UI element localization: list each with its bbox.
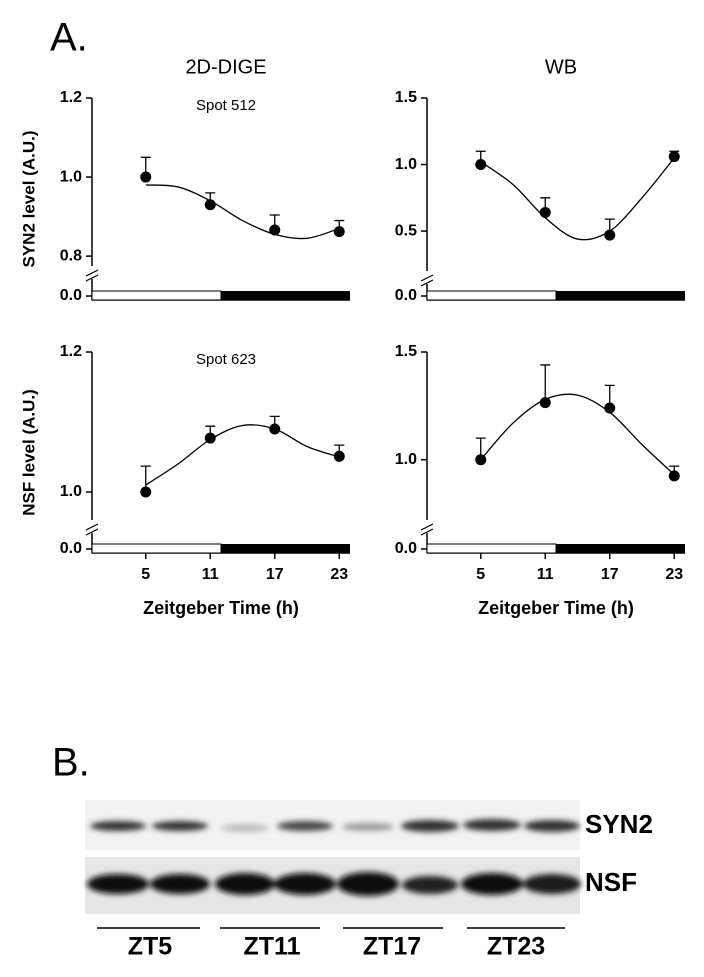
fit-curve bbox=[145, 184, 340, 240]
data-point bbox=[333, 226, 345, 238]
x-tick-label: 5 bbox=[141, 566, 150, 583]
band bbox=[337, 872, 399, 896]
y-tick-label: 0.0 bbox=[395, 287, 417, 304]
data-point bbox=[269, 224, 281, 236]
lane-label: ZT11 bbox=[244, 933, 301, 961]
axis-break bbox=[420, 523, 434, 531]
fit-curve bbox=[480, 157, 675, 241]
axis-break bbox=[420, 279, 434, 287]
blot-row-label: NSF bbox=[585, 867, 637, 897]
band bbox=[461, 873, 523, 895]
y-tick-label: 1.0 bbox=[395, 156, 417, 173]
data-point bbox=[539, 397, 551, 409]
annotation: Spot 623 bbox=[196, 351, 256, 368]
y-tick-label: 0.0 bbox=[395, 540, 417, 557]
band bbox=[524, 820, 580, 832]
light-period bbox=[91, 290, 222, 301]
light-period bbox=[91, 543, 222, 554]
band bbox=[274, 873, 336, 895]
y-tick-label: 0.8 bbox=[60, 247, 82, 264]
y-tick-label: 1.2 bbox=[60, 89, 82, 106]
y-axis-label: NSF level (A.U.) bbox=[19, 389, 38, 516]
light-period bbox=[426, 290, 557, 301]
band bbox=[342, 823, 394, 831]
data-point bbox=[333, 450, 345, 462]
x-tick-label: 11 bbox=[202, 566, 219, 583]
chart-title: WB bbox=[545, 56, 577, 78]
chart-title: 2D-DIGE bbox=[185, 56, 266, 78]
y-axis-label: SYN2 level (A.U.) bbox=[19, 131, 38, 268]
data-point bbox=[475, 159, 487, 171]
data-point bbox=[140, 486, 152, 498]
band bbox=[87, 874, 149, 894]
data-point bbox=[475, 454, 487, 466]
fit-curve bbox=[145, 424, 340, 486]
data-point bbox=[668, 470, 680, 482]
band bbox=[402, 876, 458, 894]
axis-break bbox=[85, 528, 99, 536]
band bbox=[215, 873, 275, 895]
y-tick-label: 1.2 bbox=[60, 343, 82, 360]
band bbox=[523, 874, 581, 894]
dark-period bbox=[556, 291, 685, 300]
axis-break bbox=[85, 523, 99, 531]
band bbox=[221, 824, 269, 832]
dark-period bbox=[556, 544, 685, 553]
dark-period bbox=[221, 291, 350, 300]
band bbox=[152, 821, 208, 831]
x-tick-label: 17 bbox=[601, 566, 619, 583]
x-tick-label: 5 bbox=[476, 566, 485, 583]
fit-curve bbox=[480, 393, 675, 476]
band bbox=[463, 819, 521, 831]
axis-break bbox=[420, 528, 434, 536]
y-tick-label: 1.0 bbox=[60, 168, 82, 185]
y-tick-label: 1.5 bbox=[395, 343, 417, 360]
data-point bbox=[204, 432, 216, 444]
annotation: Spot 512 bbox=[196, 97, 256, 114]
x-axis-label: Zeitgeber Time (h) bbox=[478, 598, 634, 618]
data-point bbox=[140, 171, 152, 183]
y-tick-label: 0.0 bbox=[60, 287, 82, 304]
lane-label: ZT17 bbox=[363, 933, 421, 961]
data-point bbox=[204, 199, 216, 211]
axis-break bbox=[420, 274, 434, 282]
data-point bbox=[539, 206, 551, 218]
band bbox=[90, 821, 146, 831]
lane-label: ZT23 bbox=[487, 933, 545, 961]
blot-row-label: SYN2 bbox=[585, 809, 653, 839]
lane-label: ZT5 bbox=[128, 933, 173, 961]
x-tick-label: 11 bbox=[537, 566, 554, 583]
y-tick-label: 1.0 bbox=[395, 451, 417, 468]
band bbox=[401, 820, 459, 832]
y-tick-label: 1.5 bbox=[395, 89, 417, 106]
y-tick-label: 1.0 bbox=[60, 483, 82, 500]
dark-period bbox=[221, 544, 350, 553]
data-point bbox=[269, 423, 281, 435]
x-tick-label: 23 bbox=[330, 566, 348, 583]
band bbox=[277, 821, 333, 831]
y-tick-label: 0.5 bbox=[395, 222, 417, 239]
band bbox=[150, 874, 210, 894]
error-bar bbox=[540, 364, 551, 403]
x-tick-label: 17 bbox=[266, 566, 284, 583]
data-point bbox=[604, 229, 616, 241]
axis-break bbox=[85, 269, 99, 277]
light-period bbox=[426, 543, 557, 554]
x-axis-label: Zeitgeber Time (h) bbox=[143, 598, 299, 618]
y-tick-label: 0.0 bbox=[60, 540, 82, 557]
panel-label: B. bbox=[52, 741, 90, 785]
axis-break bbox=[85, 274, 99, 282]
data-point bbox=[668, 151, 680, 163]
blot: SYN2 NSF ZT5 ZT11 ZT17 ZT23 bbox=[85, 800, 653, 961]
panel-label: A. bbox=[50, 16, 88, 60]
data-point bbox=[604, 402, 616, 414]
x-tick-label: 23 bbox=[665, 566, 683, 583]
